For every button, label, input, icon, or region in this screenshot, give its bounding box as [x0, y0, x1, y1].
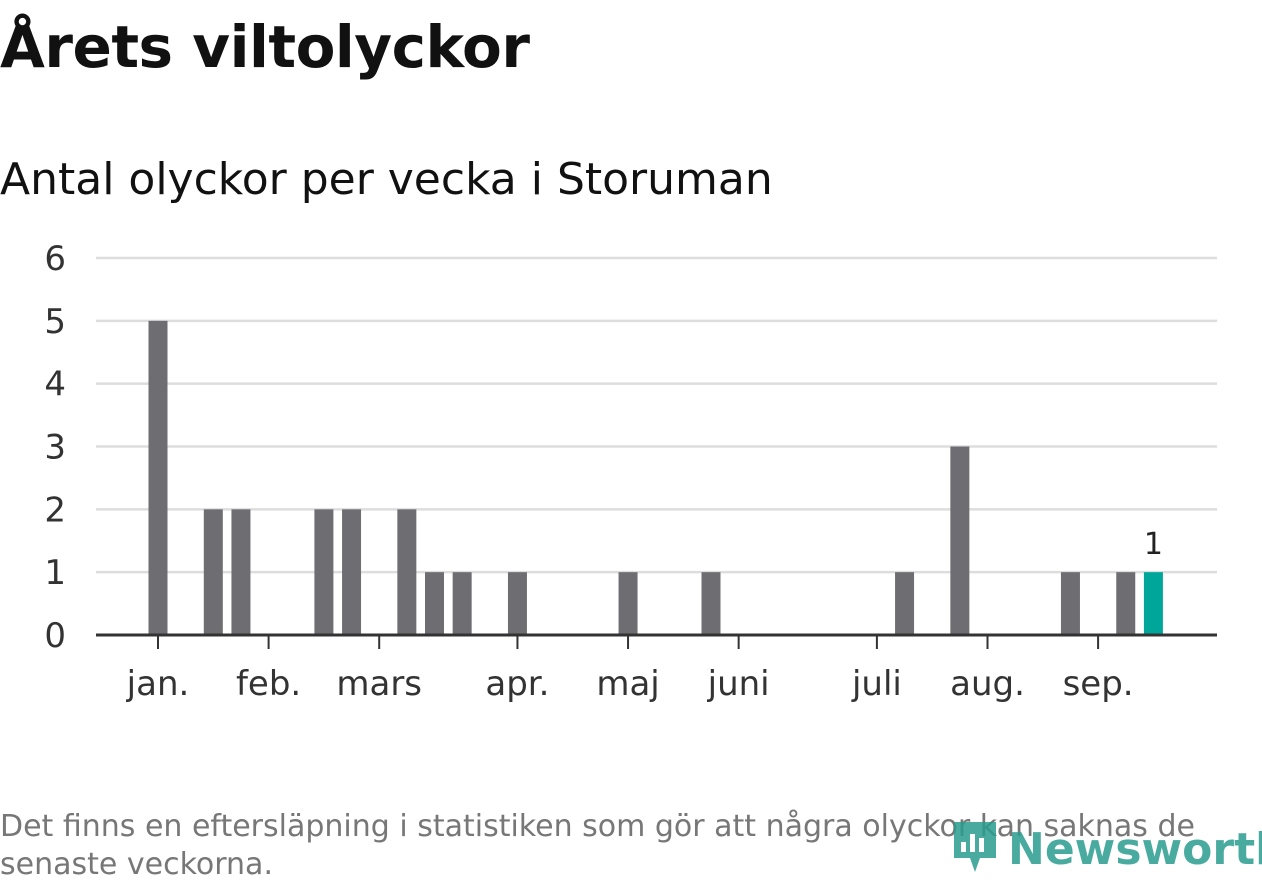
- bar: [895, 572, 915, 635]
- y-tick-label: 1: [44, 553, 66, 593]
- bar: [203, 509, 223, 635]
- bar: [148, 320, 168, 635]
- x-tick-label: feb.: [236, 664, 301, 704]
- bar: [1116, 572, 1136, 635]
- newsworthy-logo: Newsworthy: [950, 818, 1262, 880]
- newsworthy-logo-text: Newsworthy: [1008, 823, 1262, 875]
- bar-chart: 0 1 2 3 4 5 6 jan. feb. mars apr. maj juni juli aug. s…: [44, 239, 1217, 704]
- bar: [507, 572, 527, 635]
- y-tick-label: 4: [44, 365, 66, 405]
- newsworthy-logo-icon: [950, 818, 1000, 880]
- data-labels: 1: [1144, 527, 1163, 562]
- x-tick-label: maj: [596, 664, 659, 704]
- x-axis-ticks: jan. feb. mars apr. maj juni juli aug. sep.: [126, 635, 1134, 704]
- bar: [425, 572, 444, 635]
- bar: [452, 572, 472, 635]
- bar: [314, 509, 334, 635]
- bar: [397, 509, 417, 635]
- bar: [1143, 572, 1163, 635]
- y-tick-label: 6: [44, 239, 66, 279]
- x-tick-label: sep.: [1063, 664, 1134, 704]
- y-tick-label: 2: [44, 490, 66, 530]
- x-tick-label: juli: [851, 664, 902, 704]
- bar: [618, 572, 638, 635]
- x-tick-label: mars: [336, 664, 422, 704]
- x-tick-label: apr.: [485, 664, 549, 704]
- chart-title: Årets viltolyckor: [0, 13, 530, 81]
- grid-lines: [96, 256, 1217, 574]
- x-tick-label: aug.: [950, 664, 1025, 704]
- x-tick-label: juni: [707, 664, 770, 704]
- bar: [950, 446, 970, 635]
- data-label: 1: [1144, 527, 1163, 562]
- y-tick-label: 5: [44, 302, 66, 342]
- chart-subtitle: Antal olyckor per vecka i Storuman: [0, 154, 773, 205]
- y-tick-label: 0: [44, 616, 66, 656]
- bar: [701, 572, 721, 635]
- bars: [148, 320, 1163, 635]
- y-tick-label: 3: [44, 428, 66, 468]
- bar: [1060, 572, 1080, 635]
- x-tick-label: jan.: [126, 664, 190, 704]
- bar: [231, 509, 251, 635]
- bar: [342, 509, 362, 635]
- y-axis-ticks: 0 1 2 3 4 5 6: [44, 239, 66, 656]
